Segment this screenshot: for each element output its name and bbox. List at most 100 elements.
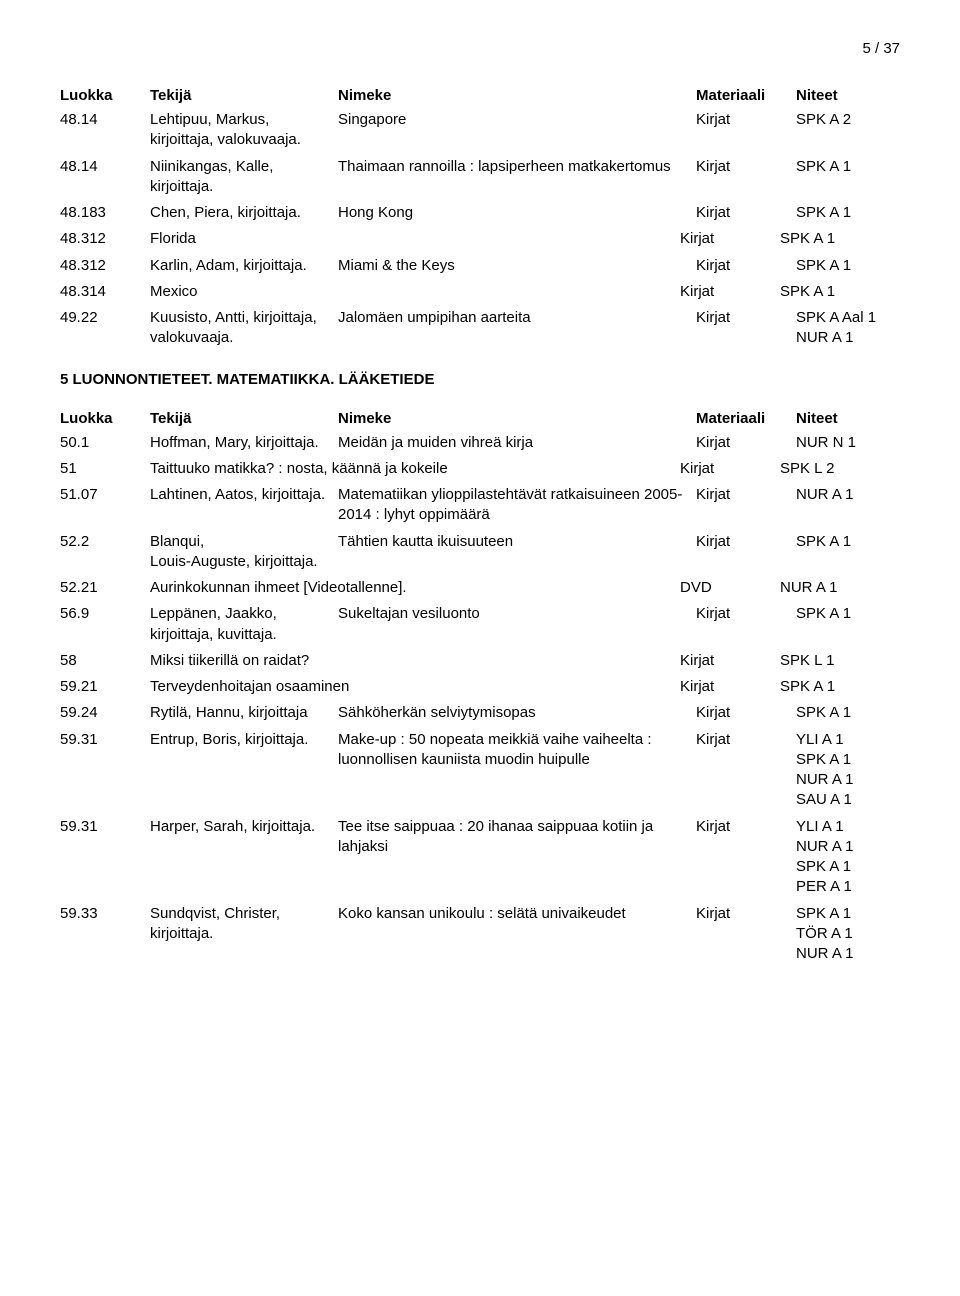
cell-nimeke: Tähtien kautta ikuisuuteen: [338, 532, 696, 552]
cell-niteet: NUR A 1: [780, 578, 900, 598]
cell-luokka: 52.21: [60, 578, 150, 598]
cell-niteet: SPK L 1: [780, 651, 900, 671]
cell-nimeke: Mexico: [150, 282, 680, 302]
cell-niteet: SPK A Aal 1 NUR A 1: [796, 308, 916, 349]
cell-nimeke: Sähköherkän selviytymisopas: [338, 703, 696, 723]
cell-niteet: SPK A 1: [780, 677, 900, 697]
cell-niteet: NUR A 1: [796, 485, 916, 505]
cell-nimeke: Singapore: [338, 110, 696, 130]
cell-luokka: 56.9: [60, 604, 150, 624]
cell-materiaali: Kirjat: [696, 256, 796, 276]
cell-luokka: 52.2: [60, 532, 150, 552]
cell-luokka: 59.31: [60, 730, 150, 750]
cell-niteet: SPK A 1 TÖR A 1 NUR A 1: [796, 904, 916, 965]
header-luokka: Luokka: [60, 87, 150, 104]
cell-materiaali: Kirjat: [696, 817, 796, 837]
cell-materiaali: Kirjat: [696, 703, 796, 723]
page-number: 5 / 37: [60, 40, 900, 57]
header-materiaali: Materiaali: [696, 87, 796, 104]
table-row: 51Taittuuko matikka? : nosta, käännä ja …: [60, 459, 900, 479]
cell-tekija: Kuusisto, Antti, kirjoittaja, valokuvaaj…: [150, 308, 338, 349]
table-row: 48.312FloridaKirjatSPK A 1: [60, 229, 900, 249]
cell-niteet: SPK A 1: [796, 203, 916, 223]
header-materiaali: Materiaali: [696, 410, 796, 427]
table-row: 48.14Niinikangas, Kalle, kirjoittaja.Tha…: [60, 157, 900, 198]
table-row: 59.31Harper, Sarah, kirjoittaja.Tee itse…: [60, 817, 900, 898]
cell-materiaali: Kirjat: [680, 651, 780, 671]
cell-materiaali: Kirjat: [696, 904, 796, 924]
cell-nimeke: Jalomäen umpipihan aarteita: [338, 308, 696, 328]
cell-nimeke: Miksi tiikerillä on raidat?: [150, 651, 680, 671]
cell-materiaali: DVD: [680, 578, 780, 598]
table-row: 59.31Entrup, Boris, kirjoittaja.Make-up …: [60, 730, 900, 811]
cell-materiaali: Kirjat: [680, 677, 780, 697]
cell-niteet: SPK L 2: [780, 459, 900, 479]
cell-nimeke: Hong Kong: [338, 203, 696, 223]
table-row: 59.21Terveydenhoitajan osaaminenKirjatSP…: [60, 677, 900, 697]
cell-materiaali: Kirjat: [696, 203, 796, 223]
cell-nimeke: Taittuuko matikka? : nosta, käännä ja ko…: [150, 459, 680, 479]
cell-nimeke: Tee itse saippuaa : 20 ihanaa saippuaa k…: [338, 817, 696, 858]
cell-luokka: 48.312: [60, 229, 150, 249]
cell-materiaali: Kirjat: [696, 157, 796, 177]
cell-niteet: SPK A 1: [796, 256, 916, 276]
cell-tekija: Chen, Piera, kirjoittaja.: [150, 203, 338, 223]
cell-luokka: 48.314: [60, 282, 150, 302]
table-row: 48.312Karlin, Adam, kirjoittaja.Miami & …: [60, 256, 900, 276]
cell-materiaali: Kirjat: [696, 308, 796, 328]
table-row: 48.183Chen, Piera, kirjoittaja.Hong Kong…: [60, 203, 900, 223]
table-row: 48.14Lehtipuu, Markus, kirjoittaja, valo…: [60, 110, 900, 151]
cell-nimeke: Matematiikan ylioppilastehtävät ratkaisu…: [338, 485, 696, 526]
cell-luokka: 49.22: [60, 308, 150, 328]
cell-niteet: SPK A 1: [780, 282, 900, 302]
header-tekija: Tekijä: [150, 87, 338, 104]
cell-tekija: Entrup, Boris, kirjoittaja.: [150, 730, 338, 750]
cell-nimeke: Aurinkokunnan ihmeet [Videotallenne].: [150, 578, 680, 598]
section2-rows: 50.1Hoffman, Mary, kirjoittaja.Meidän ja…: [60, 433, 900, 965]
cell-luokka: 51.07: [60, 485, 150, 505]
cell-tekija: Hoffman, Mary, kirjoittaja.: [150, 433, 338, 453]
cell-nimeke: Koko kansan unikoulu : selätä univaikeud…: [338, 904, 696, 924]
cell-tekija: Leppänen, Jaakko, kirjoittaja, kuvittaja…: [150, 604, 338, 645]
cell-materiaali: Kirjat: [696, 110, 796, 130]
cell-tekija: Harper, Sarah, kirjoittaja.: [150, 817, 338, 837]
cell-luokka: 50.1: [60, 433, 150, 453]
cell-tekija: Sundqvist, Christer, kirjoittaja.: [150, 904, 338, 945]
cell-tekija: Karlin, Adam, kirjoittaja.: [150, 256, 338, 276]
cell-materiaali: Kirjat: [680, 282, 780, 302]
header-niteet: Niteet: [796, 87, 916, 104]
cell-luokka: 58: [60, 651, 150, 671]
table-row: 48.314MexicoKirjatSPK A 1: [60, 282, 900, 302]
table-row: 51.07Lahtinen, Aatos, kirjoittaja.Matema…: [60, 485, 900, 526]
table-row: 52.2Blanqui, Louis-Auguste, kirjoittaja.…: [60, 532, 900, 573]
cell-niteet: YLI A 1 SPK A 1 NUR A 1 SAU A 1: [796, 730, 916, 811]
cell-luokka: 48.312: [60, 256, 150, 276]
cell-luokka: 59.33: [60, 904, 150, 924]
cell-materiaali: Kirjat: [680, 459, 780, 479]
header-nimeke: Nimeke: [338, 410, 696, 427]
cell-nimeke: Terveydenhoitajan osaaminen: [150, 677, 680, 697]
cell-tekija: Rytilä, Hannu, kirjoittaja: [150, 703, 338, 723]
cell-materiaali: Kirjat: [696, 532, 796, 552]
cell-nimeke: Make-up : 50 nopeata meikkiä vaihe vaihe…: [338, 730, 696, 771]
cell-nimeke: Miami & the Keys: [338, 256, 696, 276]
cell-niteet: SPK A 2: [796, 110, 916, 130]
table-row: 58Miksi tiikerillä on raidat?KirjatSPK L…: [60, 651, 900, 671]
cell-luokka: 59.31: [60, 817, 150, 837]
cell-niteet: SPK A 1: [780, 229, 900, 249]
table-header-1: Luokka Tekijä Nimeke Materiaali Niteet: [60, 87, 900, 104]
header-luokka: Luokka: [60, 410, 150, 427]
cell-luokka: 48.14: [60, 110, 150, 130]
table-row: 56.9Leppänen, Jaakko, kirjoittaja, kuvit…: [60, 604, 900, 645]
table-row: 50.1Hoffman, Mary, kirjoittaja.Meidän ja…: [60, 433, 900, 453]
cell-materiaali: Kirjat: [696, 485, 796, 505]
cell-niteet: SPK A 1: [796, 157, 916, 177]
cell-niteet: NUR N 1: [796, 433, 916, 453]
cell-luokka: 59.21: [60, 677, 150, 697]
cell-luokka: 51: [60, 459, 150, 479]
cell-materiaali: Kirjat: [696, 604, 796, 624]
cell-niteet: SPK A 1: [796, 604, 916, 624]
cell-nimeke: Sukeltajan vesiluonto: [338, 604, 696, 624]
section2-title: 5 LUONNONTIETEET. MATEMATIIKKA. LÄÄKETIE…: [60, 371, 900, 388]
cell-niteet: YLI A 1 NUR A 1 SPK A 1 PER A 1: [796, 817, 916, 898]
